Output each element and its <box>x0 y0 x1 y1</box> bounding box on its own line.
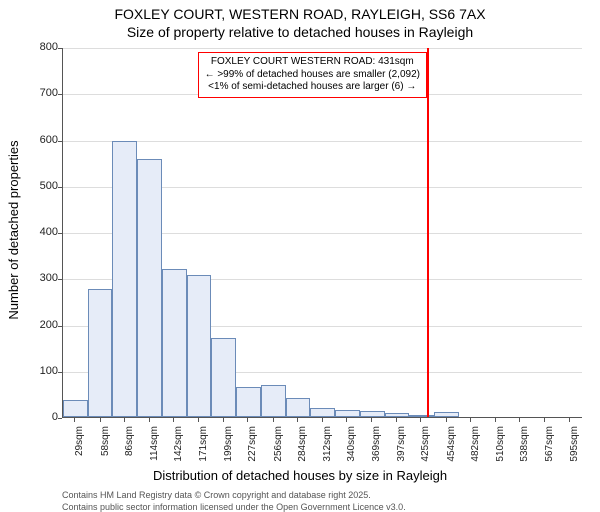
bar <box>261 385 286 417</box>
marker-line <box>427 48 429 417</box>
x-tick-mark <box>223 418 224 422</box>
bar <box>286 398 311 417</box>
x-tick-label: 142sqm <box>173 426 184 466</box>
x-tick-label: 510sqm <box>495 426 506 466</box>
chart-canvas: FOXLEY COURT, WESTERN ROAD, RAYLEIGH, SS… <box>0 0 600 500</box>
chart-title-line1: FOXLEY COURT, WESTERN ROAD, RAYLEIGH, SS… <box>0 6 600 22</box>
x-tick-label: 595sqm <box>569 426 580 466</box>
x-tick-label: 86sqm <box>124 426 135 466</box>
x-tick-label: 227sqm <box>247 426 258 466</box>
x-tick-mark <box>346 418 347 422</box>
callout-line3: <1% of semi-detached houses are larger (… <box>205 81 420 94</box>
x-tick-mark <box>273 418 274 422</box>
y-axis-label: Number of detached properties <box>6 51 21 230</box>
chart-title-line2: Size of property relative to detached ho… <box>0 24 600 40</box>
bar <box>360 411 385 417</box>
x-tick-mark <box>322 418 323 422</box>
x-tick-label: 58sqm <box>100 426 111 466</box>
x-tick-mark <box>420 418 421 422</box>
y-tick-label: 200 <box>30 319 58 331</box>
y-tick-label: 300 <box>30 272 58 284</box>
x-tick-label: 312sqm <box>322 426 333 466</box>
bar <box>385 413 410 417</box>
plot-area: FOXLEY COURT WESTERN ROAD: 431sqm ← >99%… <box>62 48 582 418</box>
x-tick-label: 256sqm <box>273 426 284 466</box>
x-tick-mark <box>396 418 397 422</box>
x-tick-mark <box>371 418 372 422</box>
x-tick-label: 199sqm <box>223 426 234 466</box>
x-tick-label: 171sqm <box>198 426 209 466</box>
bar <box>236 387 261 417</box>
bar <box>88 289 113 417</box>
x-tick-mark <box>198 418 199 422</box>
x-tick-mark <box>124 418 125 422</box>
bar <box>335 410 360 417</box>
x-tick-mark <box>470 418 471 422</box>
bar <box>112 141 137 417</box>
bar <box>409 415 434 417</box>
x-tick-mark <box>247 418 248 422</box>
x-tick-label: 340sqm <box>346 426 357 466</box>
x-tick-mark <box>149 418 150 422</box>
x-tick-label: 29sqm <box>74 426 85 466</box>
bar <box>310 408 335 417</box>
x-tick-label: 369sqm <box>371 426 382 466</box>
x-tick-mark <box>569 418 570 422</box>
x-tick-label: 397sqm <box>396 426 407 466</box>
y-tick-label: 400 <box>30 226 58 238</box>
x-tick-label: 538sqm <box>519 426 530 466</box>
x-tick-mark <box>446 418 447 422</box>
bar <box>187 275 212 417</box>
bar <box>434 412 459 417</box>
x-tick-mark <box>495 418 496 422</box>
y-tick-label: 500 <box>30 180 58 192</box>
bar <box>137 159 162 417</box>
y-tick-label: 100 <box>30 365 58 377</box>
bars <box>63 48 582 417</box>
x-axis-label: Distribution of detached houses by size … <box>0 468 600 483</box>
callout-box: FOXLEY COURT WESTERN ROAD: 431sqm ← >99%… <box>198 52 427 98</box>
y-tick-mark <box>58 418 62 419</box>
x-tick-label: 425sqm <box>420 426 431 466</box>
x-tick-mark <box>297 418 298 422</box>
y-tick-label: 0 <box>30 411 58 423</box>
bar <box>63 400 88 417</box>
x-tick-mark <box>74 418 75 422</box>
x-tick-label: 482sqm <box>470 426 481 466</box>
footer-line1: Contains HM Land Registry data © Crown c… <box>62 490 371 500</box>
x-tick-mark <box>173 418 174 422</box>
x-tick-mark <box>544 418 545 422</box>
bar <box>162 269 187 417</box>
y-tick-label: 700 <box>30 87 58 99</box>
y-tick-label: 800 <box>30 41 58 53</box>
callout-line2: ← >99% of detached houses are smaller (2… <box>205 69 420 82</box>
x-tick-label: 454sqm <box>446 426 457 466</box>
x-tick-mark <box>519 418 520 422</box>
y-tick-label: 600 <box>30 134 58 146</box>
callout-line1: FOXLEY COURT WESTERN ROAD: 431sqm <box>205 56 420 69</box>
x-tick-label: 114sqm <box>149 426 160 466</box>
x-tick-label: 284sqm <box>297 426 308 466</box>
x-tick-mark <box>100 418 101 422</box>
x-tick-label: 567sqm <box>544 426 555 466</box>
footer-line2: Contains public sector information licen… <box>62 502 406 512</box>
bar <box>211 338 236 417</box>
